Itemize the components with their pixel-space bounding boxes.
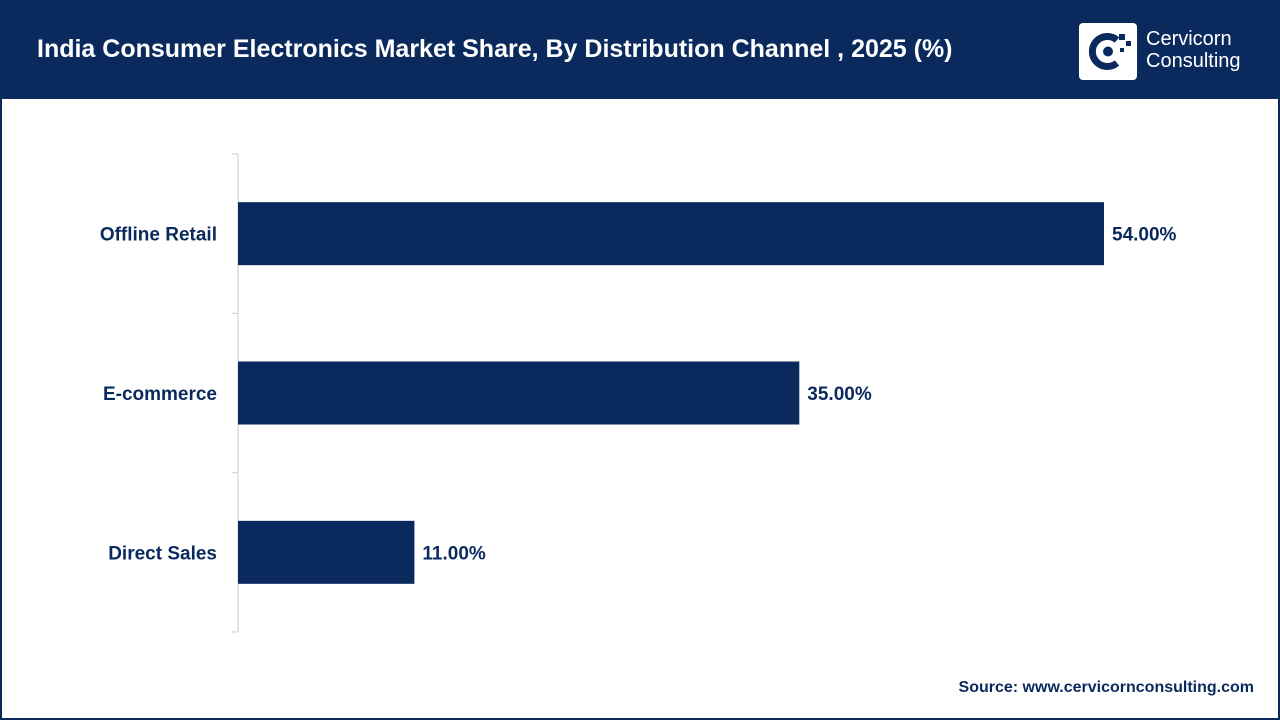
value-label: 54.00% bbox=[1112, 225, 1177, 246]
bar bbox=[238, 361, 800, 425]
category-label: Offline Retail bbox=[100, 225, 217, 246]
logo-text-line2: Consulting bbox=[1146, 50, 1241, 72]
value-label: 35.00% bbox=[807, 384, 872, 405]
source-note: Source: www.cervicornconsulting.com bbox=[958, 679, 1254, 696]
logo-text-line1: Cervicorn bbox=[1146, 28, 1232, 50]
bar bbox=[238, 520, 415, 584]
bar-chart: Offline Retail 54.00% E-commerce 35.00% Dire… bbox=[100, 153, 1177, 633]
company-logo: Cervicorn Consulting bbox=[1079, 21, 1259, 81]
value-label: 11.00% bbox=[422, 543, 485, 564]
category-label: E-commerce bbox=[103, 384, 217, 405]
header-bar: India Consumer Electronics Market Share,… bbox=[2, 2, 1280, 99]
bar bbox=[238, 202, 1104, 266]
logo-icon bbox=[1079, 23, 1137, 80]
chart-title: India Consumer Electronics Market Share,… bbox=[37, 35, 953, 63]
category-label: Direct Sales bbox=[108, 543, 217, 564]
logo-text: Cervicorn Consulting bbox=[1146, 28, 1241, 72]
